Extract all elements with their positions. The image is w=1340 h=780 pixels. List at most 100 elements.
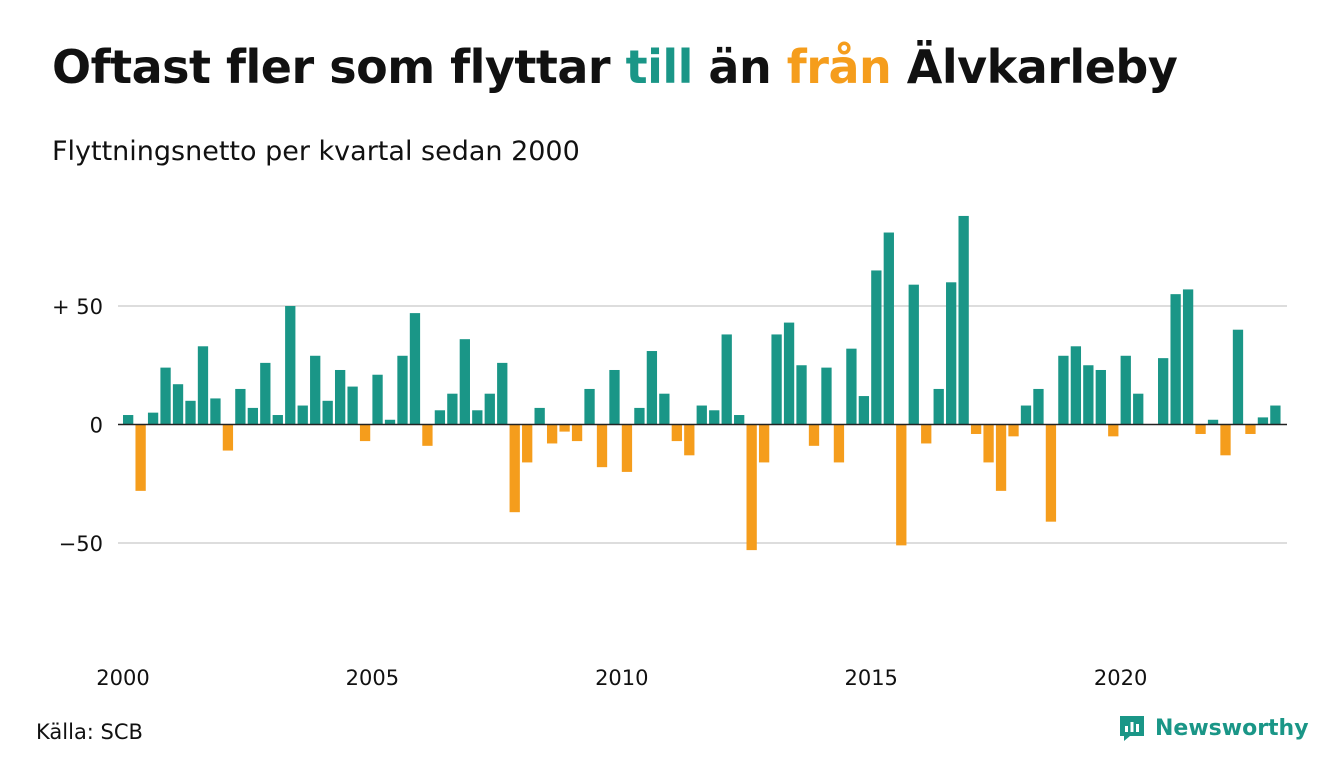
bar-positive [123,415,134,425]
bar-negative [559,424,570,432]
bar-negative [746,424,757,551]
y-tick-label: −50 [59,532,103,556]
bar-positive [185,400,196,425]
bar-positive [883,232,894,425]
x-tick-label: 2020 [1094,666,1147,690]
bar-negative [896,424,907,546]
newsworthy-icon [1120,716,1144,741]
bar-negative [509,424,520,513]
bar-positive [409,313,421,425]
x-tick-label: 2005 [346,666,399,690]
bar-chart: + 50 0 −50 2000 2005 2010 2015 2020 [52,215,1287,690]
bar-negative [921,424,932,444]
bar-positive [696,405,707,425]
title-part-3: Älvkarleby [891,40,1178,94]
title-fran-highlight: från [786,40,892,94]
bar-negative [571,424,583,442]
bar-positive [497,362,508,425]
bar-positive [1133,393,1144,425]
bar-negative [684,424,695,456]
newsworthy-logo: Newsworthy [1117,713,1309,743]
bar-positive [322,400,333,425]
bar-positive [297,405,308,425]
bar-positive [147,412,159,425]
bar-positive [459,339,470,425]
bar-negative [222,424,234,451]
bar-positive [447,393,458,425]
bar-series [123,215,1281,551]
bar-positive [197,346,209,425]
bar-positive [1070,346,1082,425]
bar-positive [1207,419,1219,425]
bar-negative [1195,424,1206,434]
bar-positive [783,322,795,425]
bar-positive [1170,294,1181,425]
bar-negative [1220,424,1231,456]
bar-positive [1083,365,1094,425]
bar-negative [522,424,533,463]
bar-positive [372,374,383,425]
bar-negative [1108,424,1119,437]
bar-positive [584,388,595,425]
gridlines [118,305,1287,544]
bar-positive [908,284,919,425]
source-note: Källa: SCB [36,720,143,744]
bar-positive [1120,355,1131,425]
bar-positive [172,384,184,425]
bar-positive [272,415,283,425]
bar-positive [247,407,258,425]
bar-positive [285,306,296,425]
bar-positive [1020,405,1032,425]
x-tick-label: 2015 [844,666,897,690]
bar-positive [1182,289,1194,425]
bar-positive [646,351,658,425]
bar-positive [1058,355,1069,425]
chart-subtitle: Flyttningsnetto per kvartal sedan 2000 [52,136,580,167]
bar-negative [546,424,558,444]
axes: + 50 0 −50 2000 2005 2010 2015 2020 [52,295,1287,690]
bar-positive [1270,405,1281,425]
bar-positive [260,362,271,425]
bar-negative [422,424,433,446]
x-tick-label: 2000 [96,666,149,690]
bar-positive [384,419,396,425]
bar-positive [484,393,495,425]
bar-negative [671,424,682,442]
bar-negative [808,424,820,446]
bar-negative [970,424,982,434]
bar-positive [347,386,358,425]
bar-positive [858,396,870,425]
title-till-highlight: till [625,40,694,94]
bar-negative [596,424,608,468]
bar-positive [210,398,221,425]
bar-positive [634,407,645,425]
bar-negative [359,424,371,442]
bar-positive [933,388,944,425]
bar-positive [1033,388,1044,425]
bar-negative [1245,424,1256,434]
bar-negative [983,424,994,463]
title-part-2: än [692,40,787,94]
bar-positive [1158,358,1169,425]
bar-positive [871,270,882,425]
y-tick-label: 0 [90,414,103,438]
bar-positive [160,367,171,425]
bar-negative [995,424,1007,491]
bar-positive [734,415,745,425]
bar-negative [833,424,845,463]
bar-negative [1008,424,1019,437]
x-tick-label: 2010 [595,666,648,690]
y-tick-label: + 50 [52,295,103,319]
chart-title: Oftast fler som flyttar till än från Älv… [52,40,1178,94]
bar-positive [1232,329,1244,425]
bar-positive [958,215,969,425]
bar-positive [721,334,732,425]
bar-positive [310,355,321,425]
bar-positive [796,365,807,425]
bar-positive [472,410,483,425]
bar-positive [534,407,545,425]
bar-positive [771,334,782,425]
bar-positive [946,282,957,425]
bar-negative [135,424,146,491]
bar-positive [235,388,246,425]
